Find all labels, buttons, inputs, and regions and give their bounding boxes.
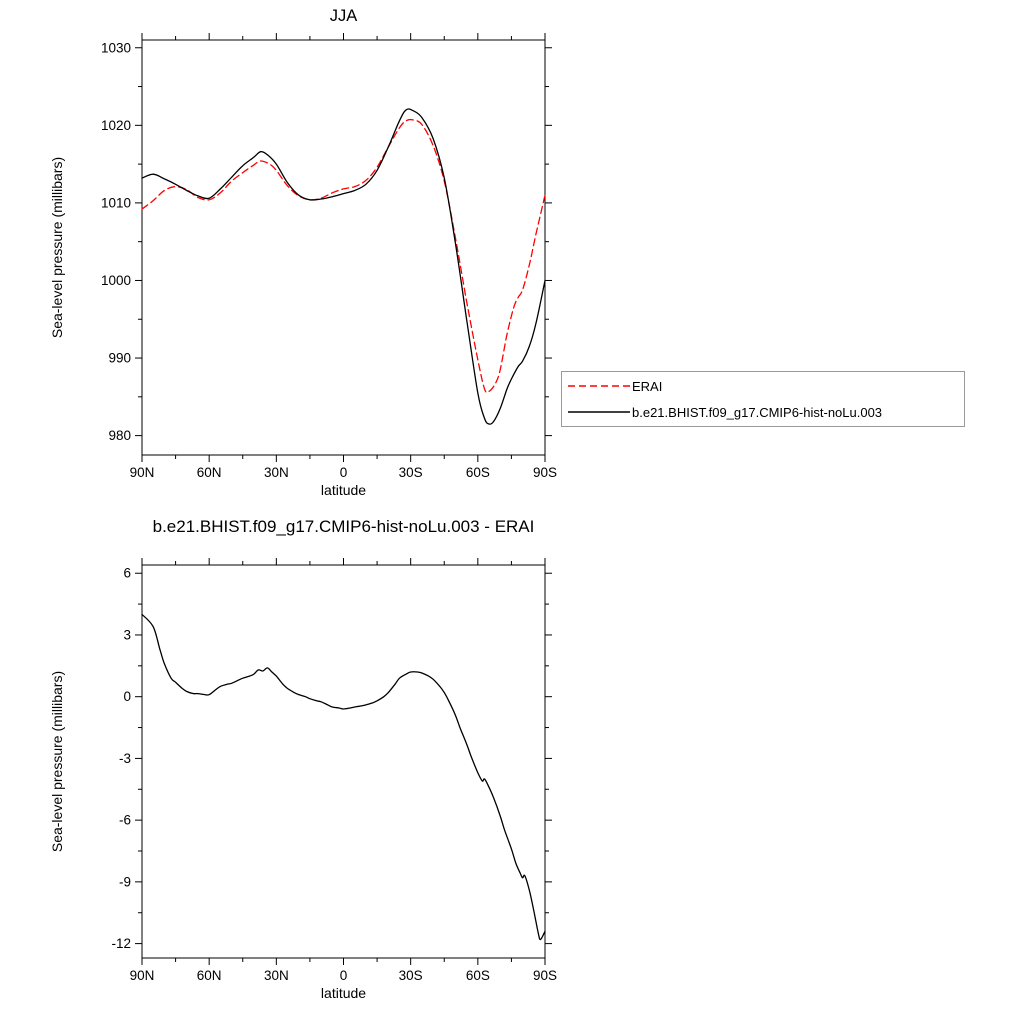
- x-tick-label: 90S: [533, 968, 557, 983]
- x-tick-label: 60S: [466, 465, 490, 480]
- legend-label-erai: ERAI: [632, 378, 663, 394]
- x-tick-label: 90N: [130, 465, 155, 480]
- legend-item-erai: ERAI: [562, 373, 964, 399]
- x-axis-label: latitude: [321, 482, 366, 498]
- y-tick-label: -12: [111, 936, 131, 951]
- y-axis-label: Sea-level pressure (millibars): [49, 157, 65, 338]
- chart-title: JJA: [330, 7, 358, 25]
- y-tick-label: 6: [123, 566, 131, 581]
- x-tick-label: 90N: [130, 968, 155, 983]
- x-tick-label: 90S: [533, 465, 557, 480]
- legend-label-model: b.e21.BHIST.f09_g17.CMIP6-hist-noLu.003: [632, 404, 883, 420]
- plot-border: [141, 564, 546, 959]
- x-tick-label: 30S: [399, 465, 423, 480]
- plot-border: [141, 39, 546, 456]
- series-line-1: [141, 108, 546, 425]
- legend-line-sample-erai: [568, 379, 630, 393]
- y-axis-label: Sea-level pressure (millibars): [49, 671, 65, 852]
- x-axis-label: latitude: [321, 985, 366, 1001]
- y-tick-label: 3: [123, 627, 131, 642]
- x-tick-label: 60N: [197, 465, 222, 480]
- y-tick-label: 1020: [101, 118, 131, 133]
- x-tick-label: 0: [340, 968, 348, 983]
- x-tick-label: 30N: [264, 968, 289, 983]
- x-tick-label: 60S: [466, 968, 490, 983]
- x-tick-label: 30N: [264, 465, 289, 480]
- chart-title: b.e21.BHIST.f09_g17.CMIP6-hist-noLu.003 …: [153, 517, 535, 536]
- jja-slp-chart: 90N 60N 30N 0 30S 60S 90S 980 990 1000 1010 1020 103…: [0, 0, 1024, 510]
- y-tick-label: -6: [119, 813, 131, 828]
- x-tick-label: 60N: [197, 968, 222, 983]
- y-tick-label: 990: [108, 351, 131, 366]
- difference-slp-chart-svg: 90N 60N 30N 0 30S 60S 90S -12 -9 -6 -3 0 3 6 b.e21.BHI…: [49, 517, 557, 1001]
- y-tick-label: -3: [119, 751, 131, 766]
- y-tick-label: 1000: [101, 273, 131, 288]
- jja-slp-chart-svg: 90N 60N 30N 0 30S 60S 90S 980 990 1000 1010 1020 103…: [49, 7, 557, 498]
- y-tick-label: -9: [119, 874, 131, 889]
- y-tick-label: 1010: [101, 195, 131, 210]
- y-tick-label: 0: [123, 689, 131, 704]
- x-tick-label: 30S: [399, 968, 423, 983]
- y-tick-label: 980: [108, 428, 131, 443]
- legend: ERAI b.e21.BHIST.f09_g17.CMIP6-hist-noLu…: [561, 371, 965, 427]
- difference-slp-chart: 90N 60N 30N 0 30S 60S 90S -12 -9 -6 -3 0 3 6 b.e21.BHI…: [0, 505, 1024, 1024]
- legend-line-sample-model: [568, 405, 630, 419]
- series-line-0: [141, 613, 546, 941]
- series-line-0: [141, 118, 546, 394]
- x-tick-label: 0: [340, 465, 348, 480]
- legend-item-model: b.e21.BHIST.f09_g17.CMIP6-hist-noLu.003: [562, 399, 964, 425]
- y-tick-label: 1030: [101, 40, 131, 55]
